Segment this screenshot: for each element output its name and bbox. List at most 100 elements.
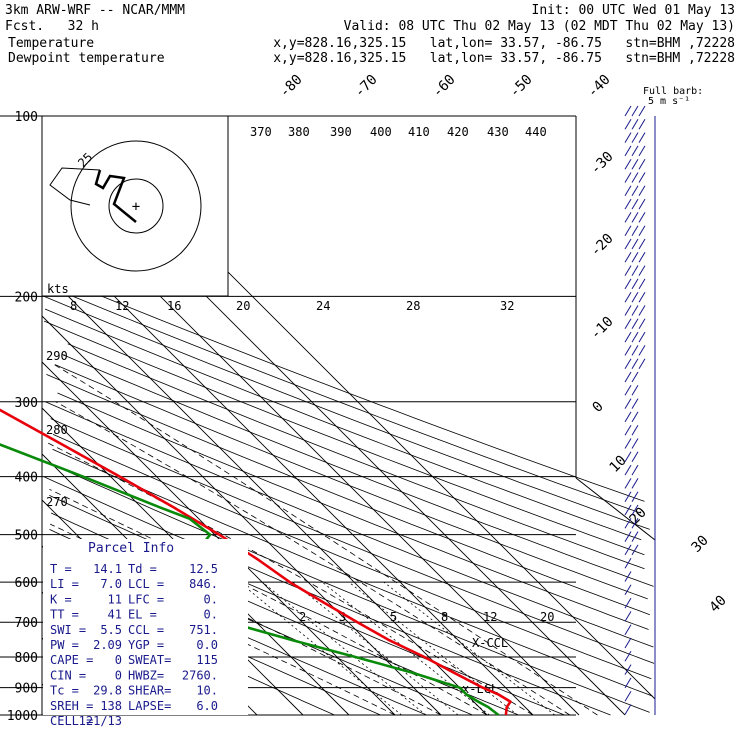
model-title: 3km ARW-WRF -- NCAR/MMM (5, 3, 185, 18)
parcel-info-cell: 11 (108, 592, 122, 606)
parcel-info-cell: 6.0 (196, 699, 218, 713)
dry-adiabat (52, 434, 652, 680)
theta-label: 380 (288, 125, 310, 139)
wind-barb (631, 544, 639, 556)
parcel-info-cell: CCL = (128, 623, 164, 637)
parcel-info-cell: PW = (50, 638, 79, 652)
pressure-label: 100 (15, 110, 38, 125)
frame-right-slant (575, 477, 656, 541)
parcel-info-cell: LCL = (128, 577, 164, 591)
wind-barb (624, 172, 632, 183)
pressure-label: 700 (15, 616, 38, 631)
wind-barb (624, 212, 632, 223)
wind-barb (631, 172, 639, 183)
wind-barb (631, 398, 639, 409)
parcel-info-background (43, 539, 248, 715)
parcel-info-cell: 14.1 (93, 562, 122, 576)
moist-adiabat (55, 401, 571, 716)
wind-barb (631, 158, 639, 170)
wind-barb (624, 584, 632, 596)
wind-barb (624, 371, 632, 383)
parcel-info-cell: YGP = (128, 638, 164, 652)
parcel-info-cell: CIN = (50, 668, 86, 682)
wind-barb (631, 225, 639, 236)
wind-barb (624, 531, 632, 542)
parcel-info-cell: 846. (189, 577, 218, 591)
dry-adiabat (68, 282, 645, 502)
wind-barb (624, 571, 632, 582)
dry-adiabat (52, 448, 653, 697)
wind-barb (624, 424, 632, 436)
dry-adiabat (72, 295, 641, 514)
wind-barb (631, 198, 639, 210)
mixing-ratio-label: 20 (540, 610, 554, 624)
dry-adiabat (50, 418, 655, 664)
wind-barb (638, 198, 646, 210)
wind-barb (631, 305, 639, 316)
hodograph-trace (94, 169, 137, 223)
wind-barb (638, 331, 646, 343)
wind-barb (631, 518, 639, 529)
wind-barb (631, 491, 639, 502)
wind-barb (624, 225, 632, 236)
parcel-info-panel: Parcel Info T = 14.1 Td = 12.5 LI = 7.0 LCL = 84… (43, 539, 248, 728)
pressure-label: 800 (15, 651, 38, 666)
wind-barb (624, 611, 632, 622)
wind-barb (631, 424, 639, 436)
theta-label: 390 (330, 125, 352, 139)
wind-barb (624, 132, 632, 143)
wind-barb (624, 105, 632, 117)
dewpoint-legend: Dewpoint temperature (8, 51, 165, 66)
wind-barb (638, 358, 646, 369)
theta-label: 370 (250, 125, 272, 139)
wind-barb (624, 238, 632, 250)
wind-barb (638, 225, 646, 236)
parcel-info-cell: 12.5 (189, 562, 218, 576)
theta-label: 420 (447, 125, 469, 139)
theta-label: 440 (525, 125, 547, 139)
theta-label: 400 (370, 125, 392, 139)
moist-adiabat (49, 488, 488, 716)
wind-barb (638, 145, 646, 157)
parcel-info-cell: LI = (50, 577, 79, 591)
hodograph-speed-label: 8 (70, 299, 77, 313)
wind-barb (624, 544, 632, 556)
wind-barb (624, 185, 632, 197)
wind-barb (638, 252, 646, 263)
wind-barb (624, 491, 632, 502)
wind-barb (631, 318, 639, 330)
ccl-label: X-CCL (472, 636, 508, 650)
pressure-label: 400 (15, 471, 38, 486)
wind-barb (624, 358, 632, 369)
mixing-ratio-label: 12 (483, 610, 497, 624)
parcel-info-cell: 0.0 (196, 638, 218, 652)
wind-barb (624, 145, 632, 157)
wind-barb (638, 238, 646, 250)
pressure-label: 300 (15, 396, 38, 411)
location-line-temp: x,y=828.16,325.15 lat,lon= 33.57, -86.75… (273, 36, 735, 51)
wind-barb (638, 265, 646, 276)
hodograph-box (41, 115, 229, 297)
wind-barb (624, 557, 632, 569)
wind-barb (638, 318, 646, 330)
wind-barb (638, 158, 646, 170)
wind-barb (624, 278, 632, 290)
parcel-info-cell: SWEAT= (128, 653, 171, 667)
theta-label: 410 (408, 125, 430, 139)
dry-adiabat (43, 295, 650, 530)
parcel-info-cell: SHEAR= (128, 684, 171, 698)
parcel-info-cell: SREH = (50, 699, 93, 713)
init-time: Init: 00 UTC Wed 01 May 13 (532, 3, 736, 18)
hodograph-center: + (132, 199, 140, 215)
parcel-info-cell: 10. (196, 684, 218, 698)
parcel-info-cell: 0. (204, 592, 218, 606)
wind-barb (624, 478, 632, 489)
wind-barb (631, 145, 639, 157)
wind-barb (624, 158, 632, 170)
dry-adiabat (67, 343, 645, 570)
wind-barb (631, 371, 639, 383)
wind-barb (624, 345, 632, 356)
pressure-label: 1000 (7, 709, 38, 724)
parcel-info-cell: 41 (108, 608, 122, 622)
parcel-info-cell: EL = (128, 608, 157, 622)
